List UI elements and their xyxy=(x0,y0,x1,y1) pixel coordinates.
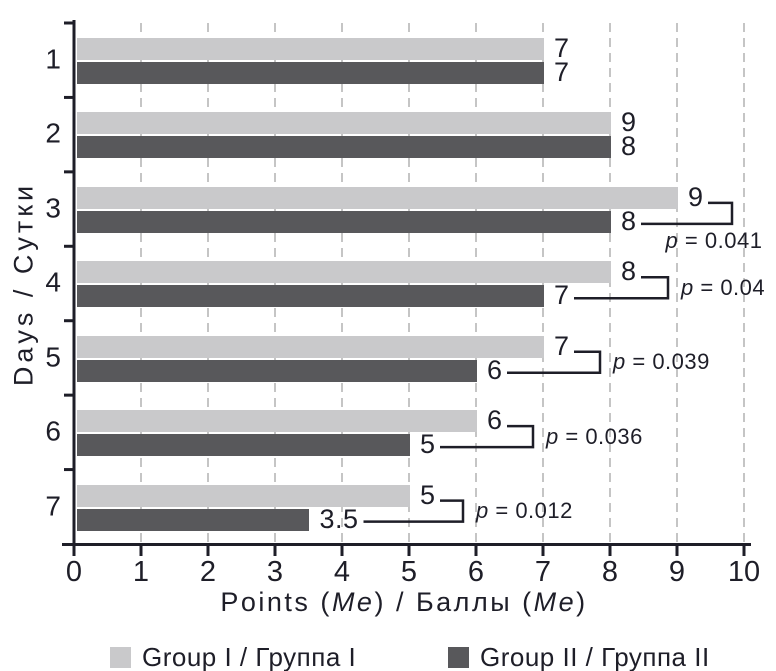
p-value-label: p = 0.041 xyxy=(665,227,763,253)
p-value-label: p = 0.036 xyxy=(546,423,643,449)
day-category-label: 7 xyxy=(45,490,62,522)
day-category-label: 3 xyxy=(45,192,62,224)
bar-group-1 xyxy=(76,261,611,284)
bar-value-label-group-2: 6 xyxy=(487,354,503,385)
x-axis-title-part: Points ( xyxy=(220,587,332,617)
x-tick-label: 7 xyxy=(534,556,552,588)
bar-value-label-group-1: 6 xyxy=(487,405,503,436)
p-italic: p xyxy=(476,498,489,524)
bar-group-1 xyxy=(76,112,611,135)
bar-group-2 xyxy=(76,136,611,159)
p-value-label: p = 0.012 xyxy=(476,498,573,524)
bar-value-label-group-1: 7 xyxy=(554,330,570,361)
bar-value-label-group-1: 9 xyxy=(688,181,704,212)
legend-item-group-1: Group I / Группа I xyxy=(110,642,356,671)
x-axis-title-me-italic: Me xyxy=(533,587,577,617)
legend-item-group-2: Group II / Группа II xyxy=(448,642,710,671)
bar-group-1 xyxy=(76,484,410,507)
bar-value-label-group-1: 7 xyxy=(554,32,570,63)
bar-value-label-group-2: 7 xyxy=(554,56,570,87)
bar-value-label-group-2: 8 xyxy=(621,131,637,162)
day-category-label: 6 xyxy=(45,415,62,447)
significance-bracket xyxy=(641,201,734,226)
day-category-label: 2 xyxy=(45,118,62,150)
bar-value-label-group-1: 8 xyxy=(621,256,637,287)
p-value-label: p = 0.039 xyxy=(613,349,710,375)
bar-group-2 xyxy=(76,508,309,531)
bar-value-label-group-2: 5 xyxy=(420,429,436,460)
x-tick-label: 2 xyxy=(199,556,217,588)
bar-value-label-group-2: 3.5 xyxy=(319,503,359,534)
significance-bracket xyxy=(507,350,602,374)
p-value-label: p = 0.04 xyxy=(681,274,766,300)
day-category-label: 5 xyxy=(45,341,62,373)
bar-group-1 xyxy=(76,186,678,209)
p-italic: p xyxy=(613,349,626,375)
x-tick-label: 3 xyxy=(266,556,284,588)
bar-group-2 xyxy=(76,359,477,382)
day-category-label: 1 xyxy=(45,43,62,75)
x-tick-label: 6 xyxy=(467,556,485,588)
legend-label-group-2: Group II / Группа II xyxy=(480,642,710,671)
x-tick-label: 0 xyxy=(65,556,83,588)
bar-group-1 xyxy=(76,335,544,358)
x-axis-title-part: ) / Баллы ( xyxy=(374,587,534,617)
bar-value-label-group-2: 7 xyxy=(554,280,570,311)
x-tick-label: 4 xyxy=(333,556,351,588)
bar-group-2 xyxy=(76,62,544,84)
day-category-label: 4 xyxy=(45,267,62,299)
x-axis-title-part: ) xyxy=(576,587,588,617)
bar-value-label-group-1: 9 xyxy=(621,107,637,138)
significance-bracket xyxy=(363,499,465,523)
bar-value-label-group-1: 5 xyxy=(420,479,436,510)
x-tick-label: 1 xyxy=(132,556,150,588)
x-axis-title: Points (Me) / Баллы (Me) xyxy=(220,587,587,618)
bar-value-label-group-2: 8 xyxy=(621,205,637,236)
legend-label-group-1: Group I / Группа I xyxy=(142,642,357,671)
significance-bracket xyxy=(574,276,670,300)
bar-group-2 xyxy=(76,210,611,233)
bar-group-1 xyxy=(76,410,477,433)
significance-bracket xyxy=(440,424,535,449)
p-italic: p xyxy=(665,227,679,253)
y-axis-title: Days / Сутки xyxy=(8,181,39,387)
x-tick-label: 9 xyxy=(668,556,686,588)
bar-group-2 xyxy=(76,434,410,457)
legend-swatch-group-1 xyxy=(110,647,131,668)
p-italic: p xyxy=(546,423,559,449)
x-tick-label: 10 xyxy=(727,556,761,588)
x-tick-label: 5 xyxy=(400,556,418,588)
legend-swatch-group-2 xyxy=(448,647,469,668)
x-axis-title-me-italic: Me xyxy=(331,587,375,617)
bar-group-2 xyxy=(76,285,544,308)
p-italic: p xyxy=(681,274,694,300)
bar-group-1 xyxy=(76,38,544,60)
x-tick-label: 8 xyxy=(601,556,619,588)
